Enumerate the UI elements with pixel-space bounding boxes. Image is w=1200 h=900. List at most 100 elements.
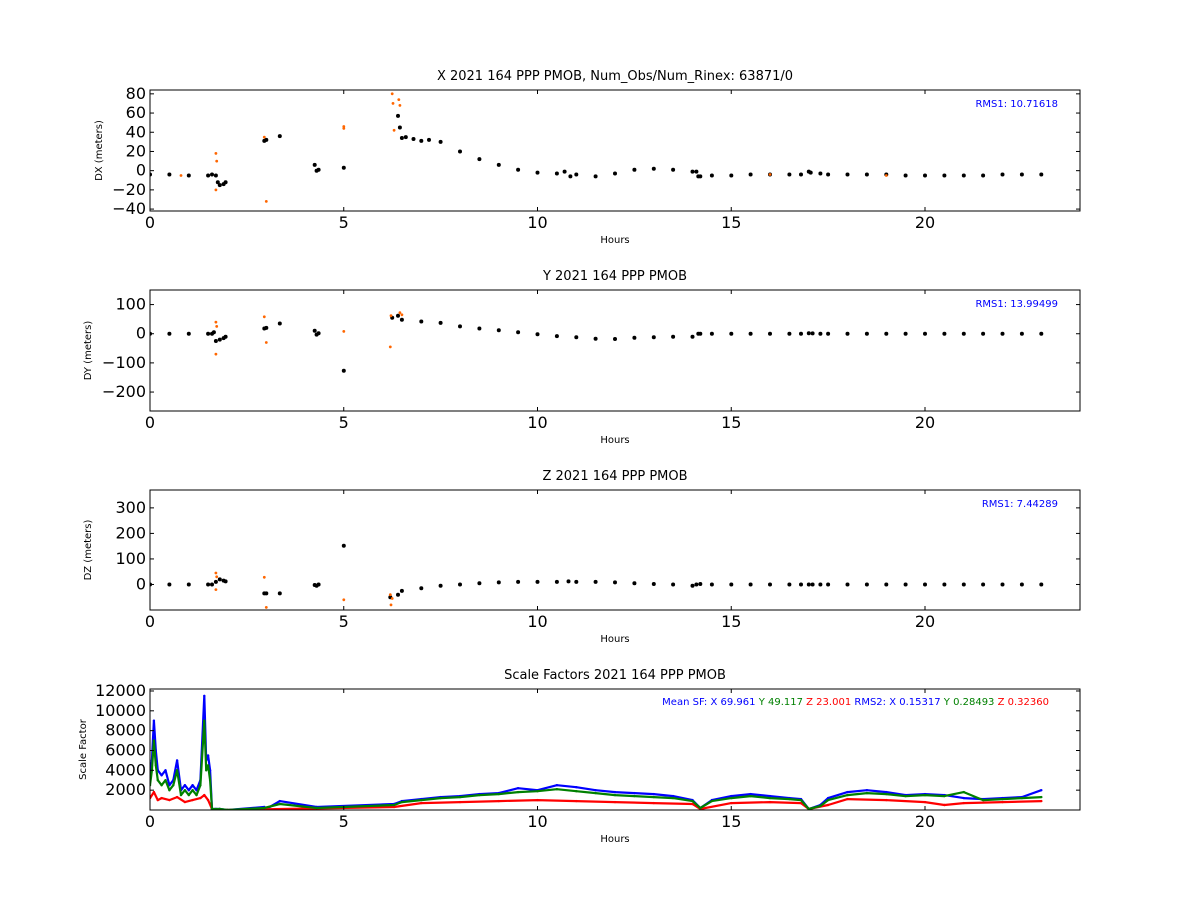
- data-point: [594, 791, 597, 795]
- data-point: [806, 582, 811, 587]
- data-point: [341, 543, 346, 548]
- data-point: [206, 173, 211, 178]
- data-point: [799, 331, 803, 336]
- data-point: [477, 581, 482, 586]
- annotation-part: Mean SF: X 69.961: [662, 697, 755, 708]
- x-axis-label: Hours: [600, 235, 629, 246]
- data-point: [729, 331, 734, 336]
- data-point: [264, 591, 269, 596]
- data-point: [179, 174, 183, 177]
- data-point: [175, 759, 179, 762]
- data-point: [496, 580, 501, 585]
- annotation-part: RMS2: X 0.15317: [854, 697, 940, 708]
- data-point: [214, 188, 218, 192]
- y-axis-label: Scale Factor: [78, 718, 89, 780]
- data-point: [651, 166, 656, 171]
- plot-area: [150, 543, 1044, 609]
- data-point: [942, 331, 947, 336]
- data-point: [399, 136, 404, 140]
- data-point: [397, 98, 401, 101]
- data-point: [186, 582, 191, 587]
- data-point: [748, 172, 753, 177]
- data-point: [458, 795, 462, 799]
- chart-title: Scale Factors 2021 164 PPP PMOB: [504, 668, 726, 683]
- data-point: [923, 173, 927, 178]
- data-point: [1039, 172, 1044, 177]
- data-point: [1000, 331, 1005, 336]
- x-tick-label: 10: [527, 612, 547, 631]
- scale-factor-annotation: Mean SF: X 69.961 Y 49.117 Z 23.001 RMS2…: [662, 697, 1049, 708]
- data-point: [203, 719, 206, 722]
- data-point: [884, 174, 888, 177]
- data-point: [223, 579, 228, 584]
- data-point: [206, 582, 211, 587]
- x-tick-label: 0: [145, 413, 155, 432]
- y-tick-label: 0: [136, 324, 146, 343]
- data-point: [516, 579, 521, 584]
- x-tick-label: 10: [527, 413, 547, 432]
- data-point: [217, 183, 222, 188]
- data-point: [846, 793, 849, 797]
- data-point: [535, 332, 540, 337]
- x-tick-label: 20: [915, 413, 935, 432]
- data-point: [398, 104, 402, 107]
- y-tick-label: −40: [112, 199, 146, 218]
- data-point: [749, 792, 752, 796]
- data-point: [709, 331, 714, 336]
- data-point: [160, 784, 163, 787]
- data-point: [729, 582, 734, 587]
- data-point: [698, 331, 703, 336]
- data-point: [574, 335, 579, 340]
- data-point: [477, 157, 482, 162]
- data-point: [885, 790, 888, 794]
- data-point: [923, 331, 927, 336]
- data-point: [962, 790, 965, 794]
- data-point: [904, 794, 907, 798]
- data-point: [215, 325, 219, 328]
- data-point: [342, 126, 346, 130]
- data-point: [799, 172, 803, 177]
- data-point: [167, 582, 172, 587]
- data-point: [694, 169, 699, 174]
- data-point: [315, 806, 318, 810]
- data-point: [213, 339, 218, 343]
- plot-frame: [149, 289, 1081, 412]
- data-point: [575, 790, 578, 793]
- data-point: [152, 790, 156, 794]
- panel-2: 0 5 10 15 20 100 0 −100 −200 Y 2021 164 PPP PMOB H…: [83, 269, 1081, 446]
- data-point: [392, 803, 396, 807]
- data-point: [160, 796, 163, 800]
- data-point: [205, 769, 208, 772]
- data-point: [516, 787, 520, 790]
- x-tick-label: 15: [721, 213, 741, 232]
- data-point: [555, 788, 559, 791]
- data-point: [730, 794, 733, 798]
- data-point: [690, 169, 695, 174]
- y-tick-label: 0: [136, 574, 146, 593]
- data-point: [574, 579, 579, 584]
- data-point: [961, 331, 966, 336]
- data-point: [613, 790, 617, 794]
- data-point: [262, 315, 266, 319]
- data-point: [1000, 582, 1005, 587]
- x-tick-label: 20: [915, 213, 935, 232]
- data-point: [554, 334, 559, 339]
- data-point: [206, 331, 211, 336]
- data-point: [799, 798, 803, 802]
- data-point: [458, 800, 462, 804]
- data-point: [419, 586, 424, 591]
- data-point: [164, 769, 167, 772]
- data-point: [554, 171, 559, 176]
- data-point: [575, 799, 578, 803]
- data-point: [152, 719, 156, 722]
- data-point: [400, 800, 404, 804]
- y-axis-label: DZ (meters): [83, 519, 94, 580]
- data-point: [316, 167, 321, 172]
- data-point: [167, 331, 172, 336]
- data-point: [397, 125, 402, 130]
- data-point: [819, 804, 822, 808]
- data-point: [691, 802, 694, 806]
- plot-frame: [149, 89, 1081, 212]
